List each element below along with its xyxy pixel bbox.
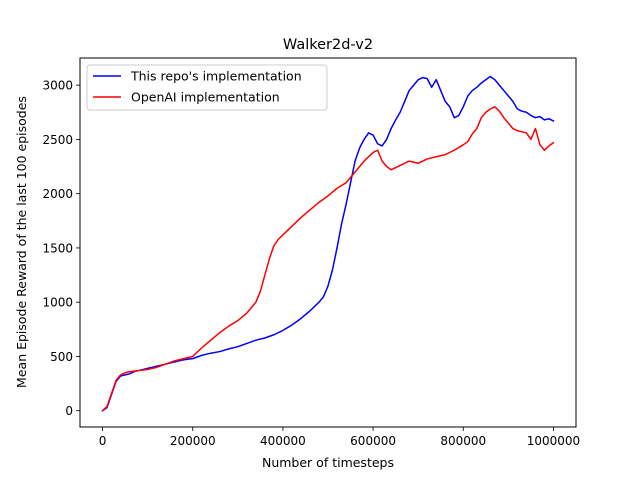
y-tick-label: 500 xyxy=(50,350,73,364)
x-tick-label: 800000 xyxy=(440,434,486,448)
y-axis-label: Mean Episode Reward of the last 100 epis… xyxy=(14,96,29,388)
y-tick-label: 1500 xyxy=(42,241,73,255)
y-tick-label: 1000 xyxy=(42,296,73,310)
x-tick-label: 0 xyxy=(99,434,107,448)
series-line-2 xyxy=(101,106,555,412)
y-tick-label: 0 xyxy=(65,404,73,418)
legend-label-series-1: This repo's implementation xyxy=(130,69,302,84)
legend-box xyxy=(86,64,328,111)
y-tick-label: 2000 xyxy=(42,187,73,201)
chart-title: Walker2d-v2 xyxy=(283,37,373,53)
plot-frame xyxy=(79,57,577,428)
series-layer xyxy=(101,75,555,412)
legend-label-series-2: OpenAI implementation xyxy=(131,90,280,105)
x-axis-label: Number of timesteps xyxy=(262,455,394,470)
legend: This repo's implementation OpenAI implem… xyxy=(86,64,328,111)
y-axis-ticks: 0 500 1000 1500 2000 2500 3000 xyxy=(42,79,80,418)
x-tick-label: 200000 xyxy=(170,434,216,448)
x-axis-ticks: 0 200000 400000 600000 800000 1000000 xyxy=(99,427,580,448)
x-tick-label: 400000 xyxy=(260,434,306,448)
series-line-1 xyxy=(101,75,555,412)
y-tick-label: 2500 xyxy=(42,133,73,147)
y-tick-label: 3000 xyxy=(42,79,73,93)
x-tick-label: 600000 xyxy=(350,434,396,448)
x-tick-label: 1000000 xyxy=(527,434,580,448)
